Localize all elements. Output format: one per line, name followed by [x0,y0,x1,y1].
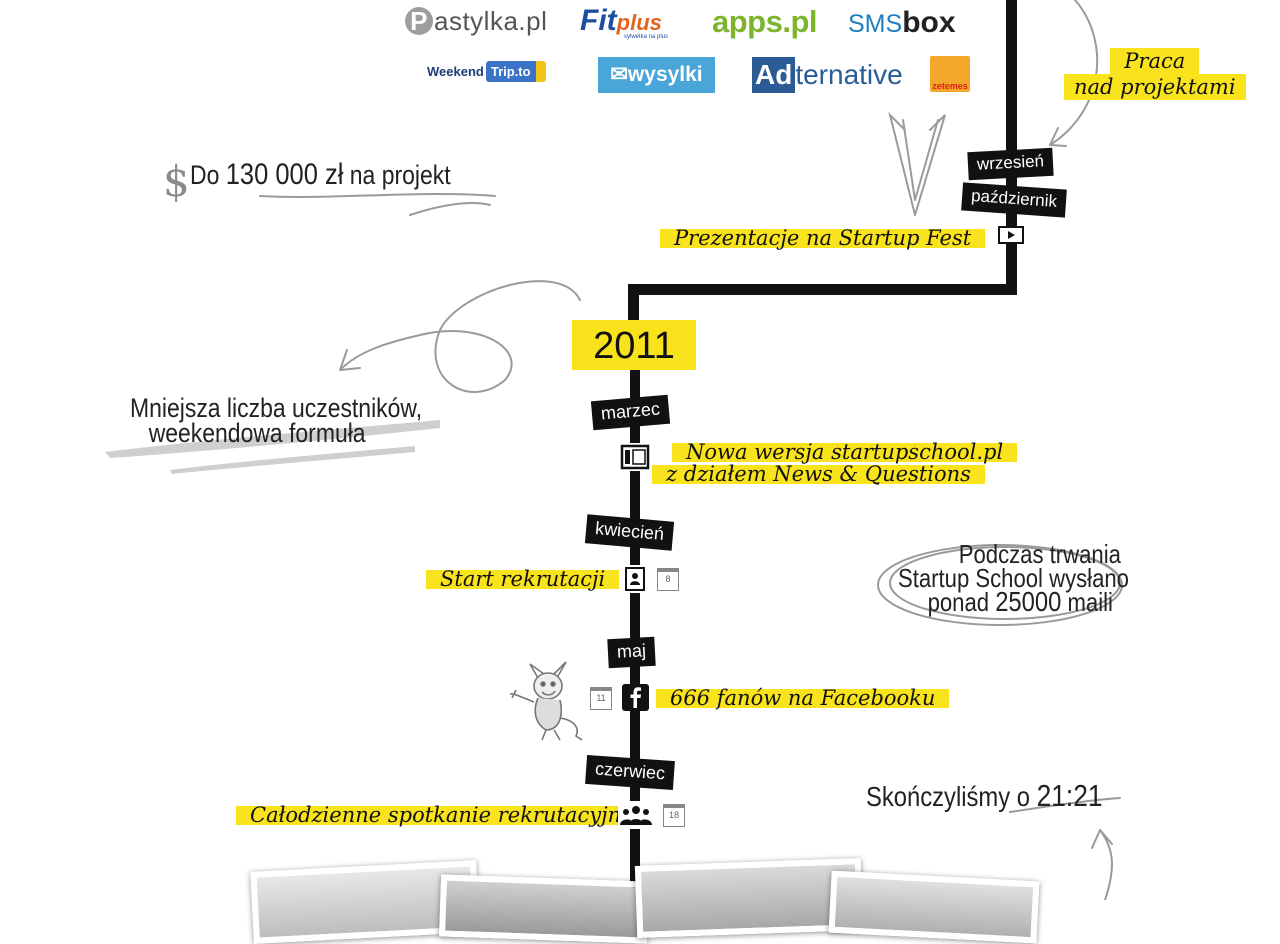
event-spotkanie: Całodzienne spotkanie rekrutacyjne [236,801,648,829]
note-skonczylismy: Skończyliśmy o 21:21 [866,778,1103,814]
calendar-icon: 18 [663,804,685,827]
fitplus-tag: sylwetka na plus [624,34,669,40]
arrow-loop [339,280,581,393]
fitplus-plus: plus [616,10,662,35]
note-skonczylismy-time: 21:21 [1036,778,1103,813]
logo-apps[interactable]: apps.pl [712,4,818,39]
note-maile-num: 25000 [995,586,1062,617]
event-facebook: 666 fanów na Facebooku [656,684,950,712]
note-maile: Podczas trwania Startup School wysłano p… [898,539,1129,617]
brush-mniejsza [105,420,440,474]
arrow-up [888,111,946,216]
timeline-line-main [630,370,640,900]
timeline-line-horizontal [628,284,1017,295]
facebook-icon [622,684,649,711]
event-praca: Praca nad projektami [1050,46,1260,102]
logo-wysylki[interactable]: ✉wysylki [598,57,715,93]
note-130000: Do 130 000 zł na projekt [190,158,451,192]
event-startup-fest: Prezentacje na Startup Fest [660,224,986,252]
timeline-line-connector [628,284,639,320]
weekend-text: Weekend [427,64,484,79]
contact-card-icon [623,565,647,593]
praca-line2: nad projektami [1064,74,1246,100]
note-maile-line1: Podczas trwania [958,539,1121,569]
dollar-sign: $ [163,157,190,206]
note-maile-suffix: maili [1061,587,1113,617]
event-nowa-wersja-2: z działem News & Questions [652,460,985,488]
ellipse-maile [877,544,1123,626]
layout-icon [619,443,651,471]
month-maj: maj [607,636,656,669]
photo-2[interactable] [438,874,650,944]
month-wrzesien: wrzesień [967,147,1054,181]
note-130000-suffix: na projekt [343,160,451,190]
smsbox-sms: SMS [848,10,903,38]
logo-smsbox[interactable]: SMSbox [848,6,956,40]
note-130000-amount: 130 000 zł [225,158,344,191]
note-skonczylismy-prefix: Skończyliśmy o [866,781,1037,812]
pastylka-mark: P [405,7,433,35]
pastylka-text: astylka.pl [434,6,548,36]
logo-fitplus[interactable]: Fitplus sylwetka na plus [580,4,668,40]
smsbox-box: box [902,6,956,39]
note-mniejsza-line1: Mniejsza liczba uczestników, [130,393,423,423]
calendar-icon: 11 [590,687,612,710]
timeline-line-top [1006,0,1017,294]
logo-zetemes[interactable]: zetemes [930,56,970,92]
trip-text: Trip.to [485,61,546,82]
event-rekrutacja: Start rekrutacji [426,565,620,593]
sketch-layer: $ [105,0,1123,900]
note-mniejsza: Mniejsza liczba uczestników, weekendowa … [130,393,423,448]
logo-adternative[interactable]: Ad ternative [752,57,903,93]
note-130000-prefix: Do [190,160,226,190]
calendar-icon: 8 [657,568,679,591]
group-icon [618,801,654,829]
scribble-130 [259,193,496,216]
month-czerwiec: czerwiec [585,754,675,791]
note-maile-line3: ponad 25000 maili [898,587,1129,617]
photo-4[interactable] [828,870,1040,944]
praca-line1: Praca [1110,48,1200,74]
presentation-icon [997,226,1025,249]
year-label: 2011 [572,320,696,370]
devil-icon [508,658,586,744]
adternative-rest: ternative [795,59,903,90]
logo-weekendtrip[interactable]: Weekend Trip.to [427,61,546,82]
note-maile-line2: Startup School wysłano [898,563,1129,593]
note-maile-prefix: ponad [927,587,996,617]
note-mniejsza-line2: weekendowa formuła [148,418,366,448]
fitplus-fit: Fit [580,4,617,37]
adternative-ad: Ad [752,57,796,93]
